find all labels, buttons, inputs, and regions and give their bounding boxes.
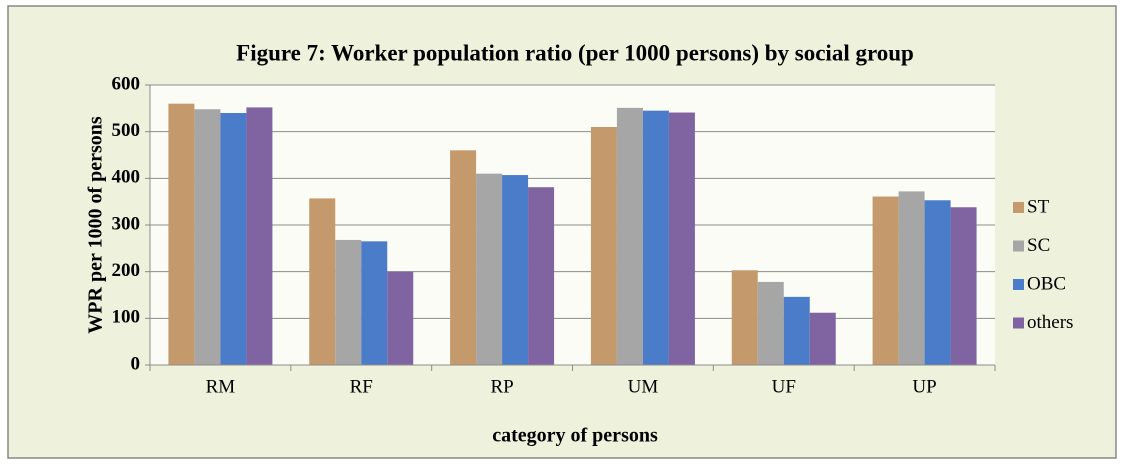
bar [194, 109, 221, 366]
bar [950, 207, 977, 365]
y-tick-label: 100 [112, 307, 141, 328]
chart-title: Figure 7: Worker population ratio (per 1… [236, 40, 914, 65]
y-axis-label: WPR per 1000 of persons [85, 116, 107, 334]
y-tick-label: 600 [112, 73, 141, 94]
bar [220, 113, 247, 365]
bar [309, 198, 336, 365]
bar [757, 281, 784, 365]
y-tick-label: 400 [112, 167, 141, 188]
x-tick-label: RM [206, 376, 236, 397]
legend-swatch [1013, 279, 1024, 290]
bar [898, 191, 925, 365]
bar [502, 175, 529, 365]
bar [642, 110, 669, 366]
bar [476, 173, 503, 365]
x-tick-label: UF [772, 376, 796, 397]
bar [872, 196, 899, 365]
legend-label: ST [1027, 196, 1050, 217]
bar [809, 312, 836, 365]
legend-swatch [1013, 317, 1024, 329]
bar [731, 270, 758, 365]
bar [783, 296, 810, 365]
x-tick-label: UP [912, 376, 936, 397]
y-tick-label: 500 [112, 120, 141, 141]
bar [924, 200, 951, 365]
x-tick-label: RP [490, 376, 513, 397]
bar [168, 103, 195, 366]
bar [668, 112, 695, 366]
bar [387, 271, 414, 365]
x-tick-label: UM [628, 376, 659, 397]
bar [361, 241, 388, 365]
bar [616, 107, 643, 365]
bar [246, 107, 273, 366]
bar [528, 187, 555, 365]
y-tick-label: 0 [131, 353, 141, 374]
bar [590, 127, 617, 365]
legend-swatch [1013, 202, 1024, 213]
legend-swatch [1013, 240, 1024, 252]
x-tick-label: RF [350, 376, 373, 397]
legend-label: SC [1027, 235, 1050, 256]
y-tick-label: 200 [112, 260, 141, 281]
bar [335, 239, 362, 365]
bar [450, 150, 477, 365]
legend-label: OBC [1027, 273, 1066, 294]
x-axis-label: category of persons [492, 425, 658, 447]
y-tick-label: 300 [112, 213, 141, 234]
legend-label: others [1027, 312, 1073, 333]
